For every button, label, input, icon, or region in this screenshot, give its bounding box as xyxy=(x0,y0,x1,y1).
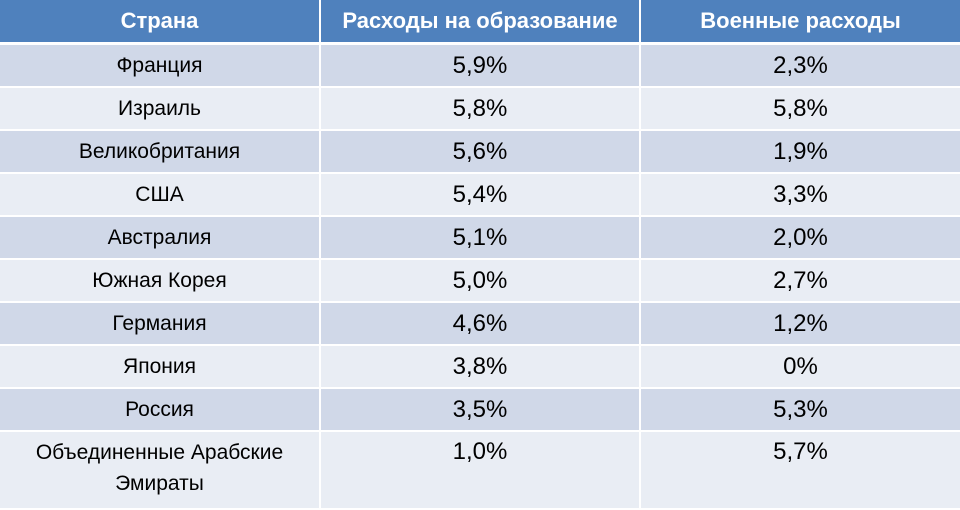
header-military: Военные расходы xyxy=(640,0,960,45)
military-cell: 2,3% xyxy=(640,43,960,88)
country-cell: Россия xyxy=(0,388,321,432)
country-cell: Объединенные Арабские Эмираты xyxy=(0,431,321,510)
education-cell: 5,4% xyxy=(320,173,641,217)
military-cell: 5,3% xyxy=(640,388,960,432)
military-cell: 2,7% xyxy=(640,259,960,303)
education-cell: 5,1% xyxy=(320,216,641,260)
table-row: США 5,4% 3,3% xyxy=(0,173,960,217)
country-cell: Австралия xyxy=(0,216,321,260)
country-cell: США xyxy=(0,173,321,217)
table-row: Великобритания 5,6% 1,9% xyxy=(0,130,960,174)
military-cell: 0% xyxy=(640,345,960,389)
table-row: Южная Корея 5,0% 2,7% xyxy=(0,259,960,303)
table-header: Страна Расходы на образование Военные ра… xyxy=(0,0,960,45)
country-cell: Германия xyxy=(0,302,321,346)
military-cell: 5,8% xyxy=(640,87,960,131)
country-cell: Франция xyxy=(0,43,321,88)
table-row: Объединенные Арабские Эмираты 1,0% 5,7% xyxy=(0,431,960,510)
table-row: Япония 3,8% 0% xyxy=(0,345,960,389)
header-country: Страна xyxy=(0,0,321,45)
country-cell: Израиль xyxy=(0,87,321,131)
table-body: Франция 5,9% 2,3% Израиль 5,8% 5,8% Вели… xyxy=(0,43,960,510)
country-cell: Южная Корея xyxy=(0,259,321,303)
education-cell: 5,6% xyxy=(320,130,641,174)
table-row: Германия 4,6% 1,2% xyxy=(0,302,960,346)
military-cell: 3,3% xyxy=(640,173,960,217)
table-row: Франция 5,9% 2,3% xyxy=(0,43,960,88)
table-row: Австралия 5,1% 2,0% xyxy=(0,216,960,260)
country-cell: Великобритания xyxy=(0,130,321,174)
header-education: Расходы на образование xyxy=(320,0,641,45)
country-cell: Япония xyxy=(0,345,321,389)
education-cell: 3,5% xyxy=(320,388,641,432)
education-cell: 1,0% xyxy=(320,431,641,510)
table-row: Россия 3,5% 5,3% xyxy=(0,388,960,432)
education-cell: 3,8% xyxy=(320,345,641,389)
table-row: Израиль 5,8% 5,8% xyxy=(0,87,960,131)
military-cell: 1,2% xyxy=(640,302,960,346)
education-cell: 5,9% xyxy=(320,43,641,88)
military-cell: 5,7% xyxy=(640,431,960,510)
education-cell: 5,0% xyxy=(320,259,641,303)
header-row: Страна Расходы на образование Военные ра… xyxy=(0,0,960,45)
military-cell: 1,9% xyxy=(640,130,960,174)
education-cell: 4,6% xyxy=(320,302,641,346)
education-cell: 5,8% xyxy=(320,87,641,131)
military-cell: 2,0% xyxy=(640,216,960,260)
